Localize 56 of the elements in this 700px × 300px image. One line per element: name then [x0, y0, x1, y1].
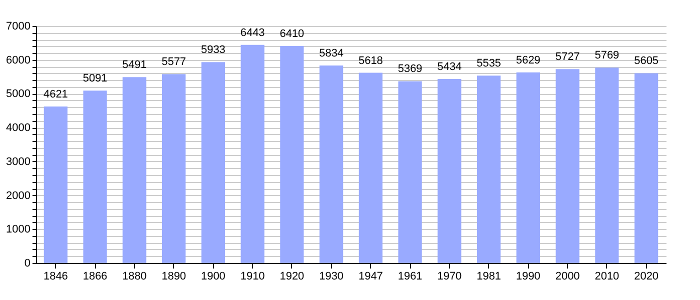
bar: [240, 44, 264, 263]
x-tick-label: 1947: [358, 270, 383, 282]
x-tick-label: 2020: [634, 270, 659, 282]
bar: [516, 72, 540, 263]
x-tick-label: 1846: [43, 270, 68, 282]
data-label: 5629: [516, 54, 540, 66]
data-label: 5491: [122, 59, 147, 72]
data-label: 5369: [398, 63, 422, 76]
bar: [122, 77, 146, 263]
bar: [358, 72, 382, 263]
bar: [438, 79, 462, 263]
bar: [320, 65, 344, 263]
x-tick-label: 1900: [200, 270, 226, 282]
y-tick-label: 0: [24, 258, 30, 270]
x-tick-label: 1930: [319, 270, 344, 282]
y-tick-label: 4000: [6, 122, 30, 134]
bar: [162, 74, 186, 263]
x-tick-label: 1890: [162, 270, 186, 282]
x-tick-label: 2010: [594, 270, 620, 282]
y-tick-label: 5000: [6, 88, 30, 100]
bar: [398, 81, 422, 263]
y-tick-label: 7000: [6, 20, 30, 32]
bar: [44, 106, 68, 263]
bar: [280, 46, 304, 263]
data-label: 6410: [280, 28, 304, 40]
data-label: 4621: [43, 88, 68, 101]
data-label: 5091: [82, 72, 108, 85]
data-label: 5933: [200, 44, 226, 56]
y-tick-label: 6000: [6, 54, 30, 66]
x-tick-label: 1880: [122, 270, 147, 282]
data-label: 5618: [358, 54, 383, 67]
x-tick-label: 1920: [280, 270, 304, 282]
bar: [83, 90, 107, 263]
x-tick-label: 1990: [516, 270, 540, 282]
bar: [595, 68, 619, 263]
data-label: 5434: [437, 61, 462, 74]
data-label: 5605: [634, 55, 659, 68]
x-tick-label: 2000: [555, 270, 580, 282]
data-label: 5577: [162, 56, 186, 68]
data-label: 6443: [240, 26, 265, 39]
x-tick-label: 1981: [476, 270, 502, 282]
x-tick-label: 1910: [240, 270, 265, 282]
bar: [634, 73, 658, 263]
data-label: 5535: [476, 58, 502, 70]
y-tick-label: 3000: [6, 156, 30, 168]
bar: [477, 76, 501, 263]
x-tick-label: 1961: [398, 270, 422, 282]
data-label: 5769: [594, 50, 620, 62]
y-tick-label: 2000: [6, 190, 30, 202]
data-label: 5834: [319, 47, 344, 60]
x-tick-label: 1866: [82, 270, 108, 282]
y-tick-label: 1000: [6, 224, 30, 236]
data-label: 5727: [555, 51, 580, 64]
bar: [556, 69, 580, 263]
x-tick-label: 1970: [437, 270, 462, 282]
bar: [201, 62, 225, 263]
